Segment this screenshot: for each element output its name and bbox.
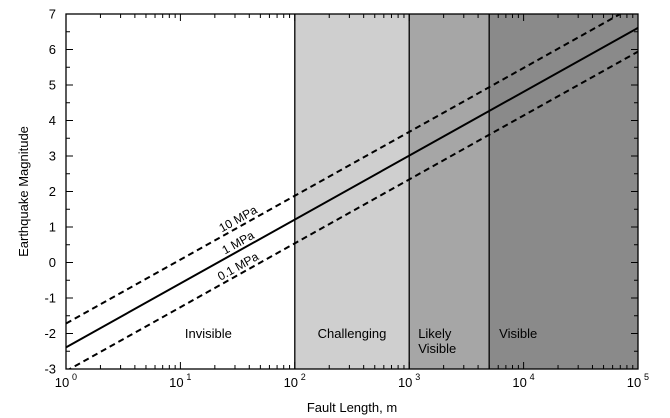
y-tick-label: 0 <box>49 255 56 270</box>
y-tick-label: 5 <box>49 78 56 93</box>
series-line <box>66 26 638 349</box>
x-tick-exponent: 0 <box>72 372 77 382</box>
x-tick-label: 10 <box>284 375 298 390</box>
region-band <box>489 14 638 369</box>
y-tick-label: -2 <box>44 326 56 341</box>
x-tick-exponent: 4 <box>530 372 535 382</box>
y-tick-label: 3 <box>49 149 56 164</box>
region-label: Likely <box>418 326 452 341</box>
y-tick-label: 1 <box>49 220 56 235</box>
magnitude-lines <box>66 14 638 369</box>
x-tick-exponent: 3 <box>415 372 420 382</box>
region-label: Invisible <box>185 326 232 341</box>
region-band <box>294 14 410 369</box>
region-label: Visible <box>418 341 456 356</box>
region-label: Challenging <box>318 326 387 341</box>
region-label: Visible <box>499 326 537 341</box>
y-tick-label: -3 <box>44 362 56 377</box>
x-tick-exponent: 2 <box>301 372 306 382</box>
region-band <box>409 14 490 369</box>
x-tick-label: 10 <box>398 375 412 390</box>
shaded-regions <box>66 14 638 369</box>
y-tick-label: -1 <box>44 291 56 306</box>
x-tick-exponent: 1 <box>186 372 191 382</box>
y-tick-label: 6 <box>49 42 56 57</box>
x-tick-label: 10 <box>55 375 69 390</box>
series-line <box>67 50 638 369</box>
region-band <box>66 14 295 369</box>
y-tick-label: 4 <box>49 113 56 128</box>
y-tick-label: 7 <box>49 7 56 22</box>
x-tick-label: 10 <box>169 375 183 390</box>
x-axis-title: Fault Length, m <box>307 400 397 415</box>
y-tick-label: 2 <box>49 184 56 199</box>
x-tick-label: 10 <box>627 375 641 390</box>
series-line <box>66 14 623 325</box>
y-axis-title: Earthquake Magnitude <box>16 126 31 257</box>
x-tick-label: 10 <box>512 375 526 390</box>
x-tick-exponent: 5 <box>644 372 649 382</box>
